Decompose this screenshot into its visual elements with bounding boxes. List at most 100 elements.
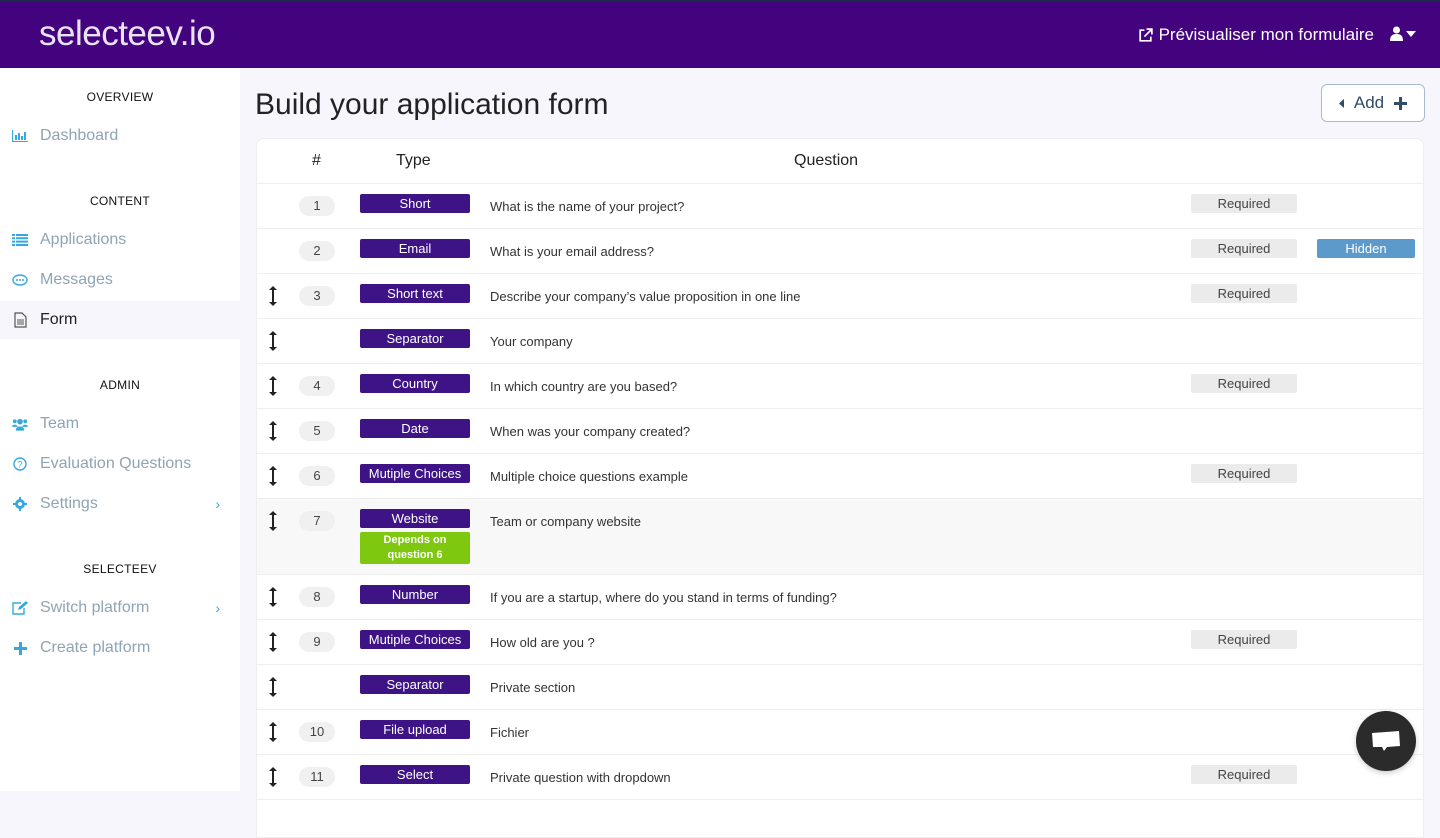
column-question: Question (794, 152, 859, 169)
sidebar-item-messages[interactable]: Messages (0, 261, 240, 299)
question-number: 1 (299, 196, 335, 216)
chat-icon (12, 273, 28, 287)
question-text[interactable]: When was your company created? (490, 424, 691, 439)
required-badge: Required (1191, 239, 1297, 258)
type-badge: Select (360, 765, 470, 784)
drag-handle-icon[interactable] (267, 376, 279, 396)
drag-handle-icon[interactable] (267, 466, 279, 486)
required-badge: Required (1191, 464, 1297, 483)
form-questions-table: # Type Question 1 Short What is the name… (256, 138, 1424, 838)
depends-badge: Depends on question 6 (360, 532, 470, 564)
question-text[interactable]: Private section (490, 680, 576, 695)
type-badge: Short (360, 194, 470, 213)
type-badge: Country (360, 374, 470, 393)
drag-handle-icon[interactable] (267, 421, 279, 441)
drag-handle-icon[interactable] (267, 286, 279, 306)
sidebar-item-team[interactable]: Team (0, 405, 240, 443)
section-title: ADMIN (99, 378, 141, 392)
question-text[interactable]: In which country are you based? (490, 379, 678, 394)
drag-handle-icon[interactable] (267, 632, 279, 652)
question-text[interactable]: Private question with dropdown (490, 770, 671, 785)
logo[interactable]: selecteev.io (39, 14, 216, 53)
type-badge: File upload (360, 720, 470, 739)
question-text[interactable]: How old are you ? (490, 635, 595, 650)
svg-text:?: ? (17, 460, 22, 470)
question-number: 5 (299, 421, 335, 441)
type-badge: Website (360, 509, 470, 528)
edit-icon (12, 601, 28, 615)
bar-chart-icon (12, 130, 28, 142)
plus-icon (1394, 96, 1408, 110)
users-icon (12, 418, 28, 431)
table-row[interactable]: 1 Short What is the name of your project… (257, 184, 1423, 229)
table-row[interactable]: 9 Mutiple Choices How old are you ? Requ… (257, 620, 1423, 665)
table-row[interactable]: 7 Website Depends on question 6 Team or … (257, 499, 1423, 575)
drag-handle-icon[interactable] (267, 587, 279, 607)
add-button[interactable]: Add (1321, 84, 1425, 122)
gear-icon (12, 497, 28, 511)
sidebar-item-switch-platform[interactable]: Switch platform › (0, 589, 240, 627)
sidebar-item-label: Settings (40, 495, 98, 512)
table-row[interactable]: 2 Email What is your email address? Requ… (257, 229, 1423, 274)
table-row[interactable]: 3 Short text Describe your company’s val… (257, 274, 1423, 319)
question-text[interactable]: Multiple choice questions example (490, 469, 688, 484)
page-title: Build your application form (255, 88, 609, 121)
question-number: 7 (299, 511, 335, 531)
sidebar-item-settings[interactable]: Settings › (0, 485, 240, 523)
sidebar-item-dashboard[interactable]: Dashboard (0, 117, 240, 155)
question-number: 11 (299, 767, 335, 787)
preview-label: Prévisualiser mon formulaire (1158, 25, 1374, 44)
type-badge: Separator (360, 329, 470, 348)
table-row[interactable]: 4 Country In which country are you based… (257, 364, 1423, 409)
add-label: Add (1353, 93, 1385, 112)
column-type: Type (396, 152, 431, 169)
sidebar-item-form[interactable]: Form (0, 301, 240, 339)
table-row[interactable]: 6 Mutiple Choices Multiple choice questi… (257, 454, 1423, 499)
question-text[interactable]: What is your email address? (490, 244, 655, 259)
sidebar-item-applications[interactable]: Applications (0, 221, 240, 259)
sidebar-item-label: Applications (40, 231, 127, 248)
required-badge: Required (1191, 630, 1297, 649)
sidebar-item-evaluation-questions[interactable]: ? Evaluation Questions (0, 445, 240, 483)
drag-handle-icon[interactable] (267, 677, 279, 697)
section-title: CONTENT (89, 194, 151, 208)
type-badge: Mutiple Choices (360, 630, 470, 649)
table-row[interactable]: 8 Number If you are a startup, where do … (257, 575, 1423, 620)
drag-handle-icon[interactable] (267, 767, 279, 787)
plus-icon (12, 641, 28, 655)
required-badge: Required (1191, 374, 1297, 393)
question-text[interactable]: Describe your company’s value propositio… (490, 289, 801, 304)
question-text[interactable]: Fichier (490, 725, 530, 740)
type-badge: Number (360, 585, 470, 604)
table-row[interactable]: Separator Private section (257, 665, 1423, 710)
type-badge: Mutiple Choices (360, 464, 470, 483)
preview-form-link[interactable]: Prévisualiser mon formulaire (1137, 25, 1374, 45)
drag-handle-icon[interactable] (267, 511, 279, 531)
question-number: 9 (299, 632, 335, 652)
sidebar-item-label: Create platform (40, 639, 151, 656)
table-row[interactable]: 5 Date When was your company created? (257, 409, 1423, 454)
table-row[interactable]: 10 File upload Fichier (257, 710, 1423, 755)
question-text[interactable]: Team or company website (490, 514, 642, 529)
required-badge: Required (1191, 284, 1297, 303)
type-badge: Separator (360, 675, 470, 694)
question-text[interactable]: What is the name of your project? (490, 199, 685, 214)
user-menu[interactable] (1390, 26, 1416, 41)
question-text[interactable]: If you are a startup, where do you stand… (490, 590, 837, 605)
drag-handle-icon[interactable] (267, 722, 279, 742)
table-row[interactable]: Separator Your company (257, 319, 1423, 364)
required-badge: Required (1191, 765, 1297, 784)
question-text[interactable]: Your company (490, 334, 573, 349)
drag-handle-icon[interactable] (267, 331, 279, 351)
type-badge: Short text (360, 284, 470, 303)
sidebar-item-create-platform[interactable]: Create platform (0, 629, 240, 667)
sidebar-item-label: Evaluation Questions (40, 455, 192, 472)
question-number: 8 (299, 587, 335, 607)
chat-button[interactable] (1356, 711, 1416, 771)
user-icon (1390, 26, 1403, 41)
sidebar-item-label: Form (40, 311, 78, 328)
table-header: # Type Question (257, 139, 1423, 184)
chevron-right-icon: › (215, 496, 220, 512)
sidebar-item-label: Team (40, 415, 80, 432)
table-row[interactable]: 11 Select Private question with dropdown… (257, 755, 1423, 800)
